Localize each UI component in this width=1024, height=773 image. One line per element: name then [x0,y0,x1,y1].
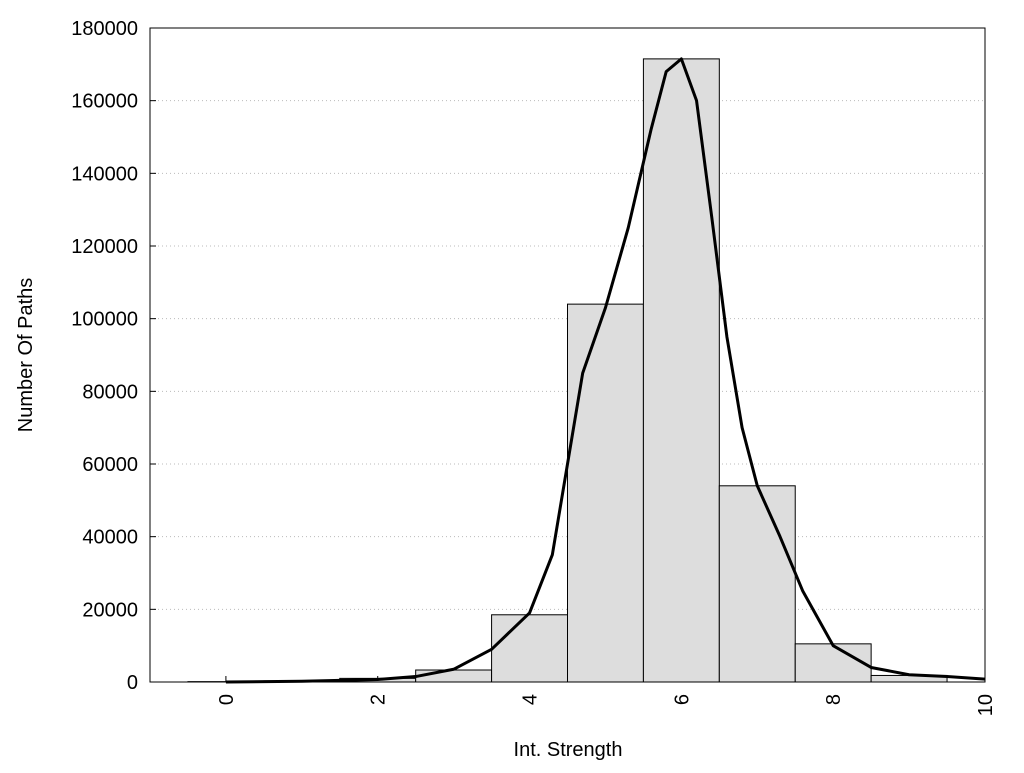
x-tick-label: 4 [520,694,542,705]
y-tick-label: 60000 [82,454,138,476]
bar [568,304,644,682]
bar [643,59,719,682]
bar [795,644,871,682]
y-tick-label: 80000 [82,381,138,403]
x-tick-label: 0 [216,694,238,705]
x-tick-label: 10 [975,694,997,716]
y-tick-label: 160000 [71,91,138,113]
bar [719,486,795,682]
y-tick-label: 100000 [71,309,138,331]
y-tick-label: 20000 [82,599,138,621]
y-tick-label: 120000 [71,236,138,258]
bar [492,615,568,682]
x-tick-label: 6 [671,694,693,705]
bar [416,670,492,682]
x-tick-label: 8 [823,694,845,705]
x-tick-label: 2 [368,694,390,705]
y-tick-label: 40000 [82,527,138,549]
y-tick-label: 180000 [71,18,138,40]
x-axis-label: Int. Strength [514,739,623,761]
y-tick-label: 0 [127,672,138,694]
y-axis-label: Number Of Paths [15,278,37,433]
y-tick-label: 140000 [71,163,138,185]
